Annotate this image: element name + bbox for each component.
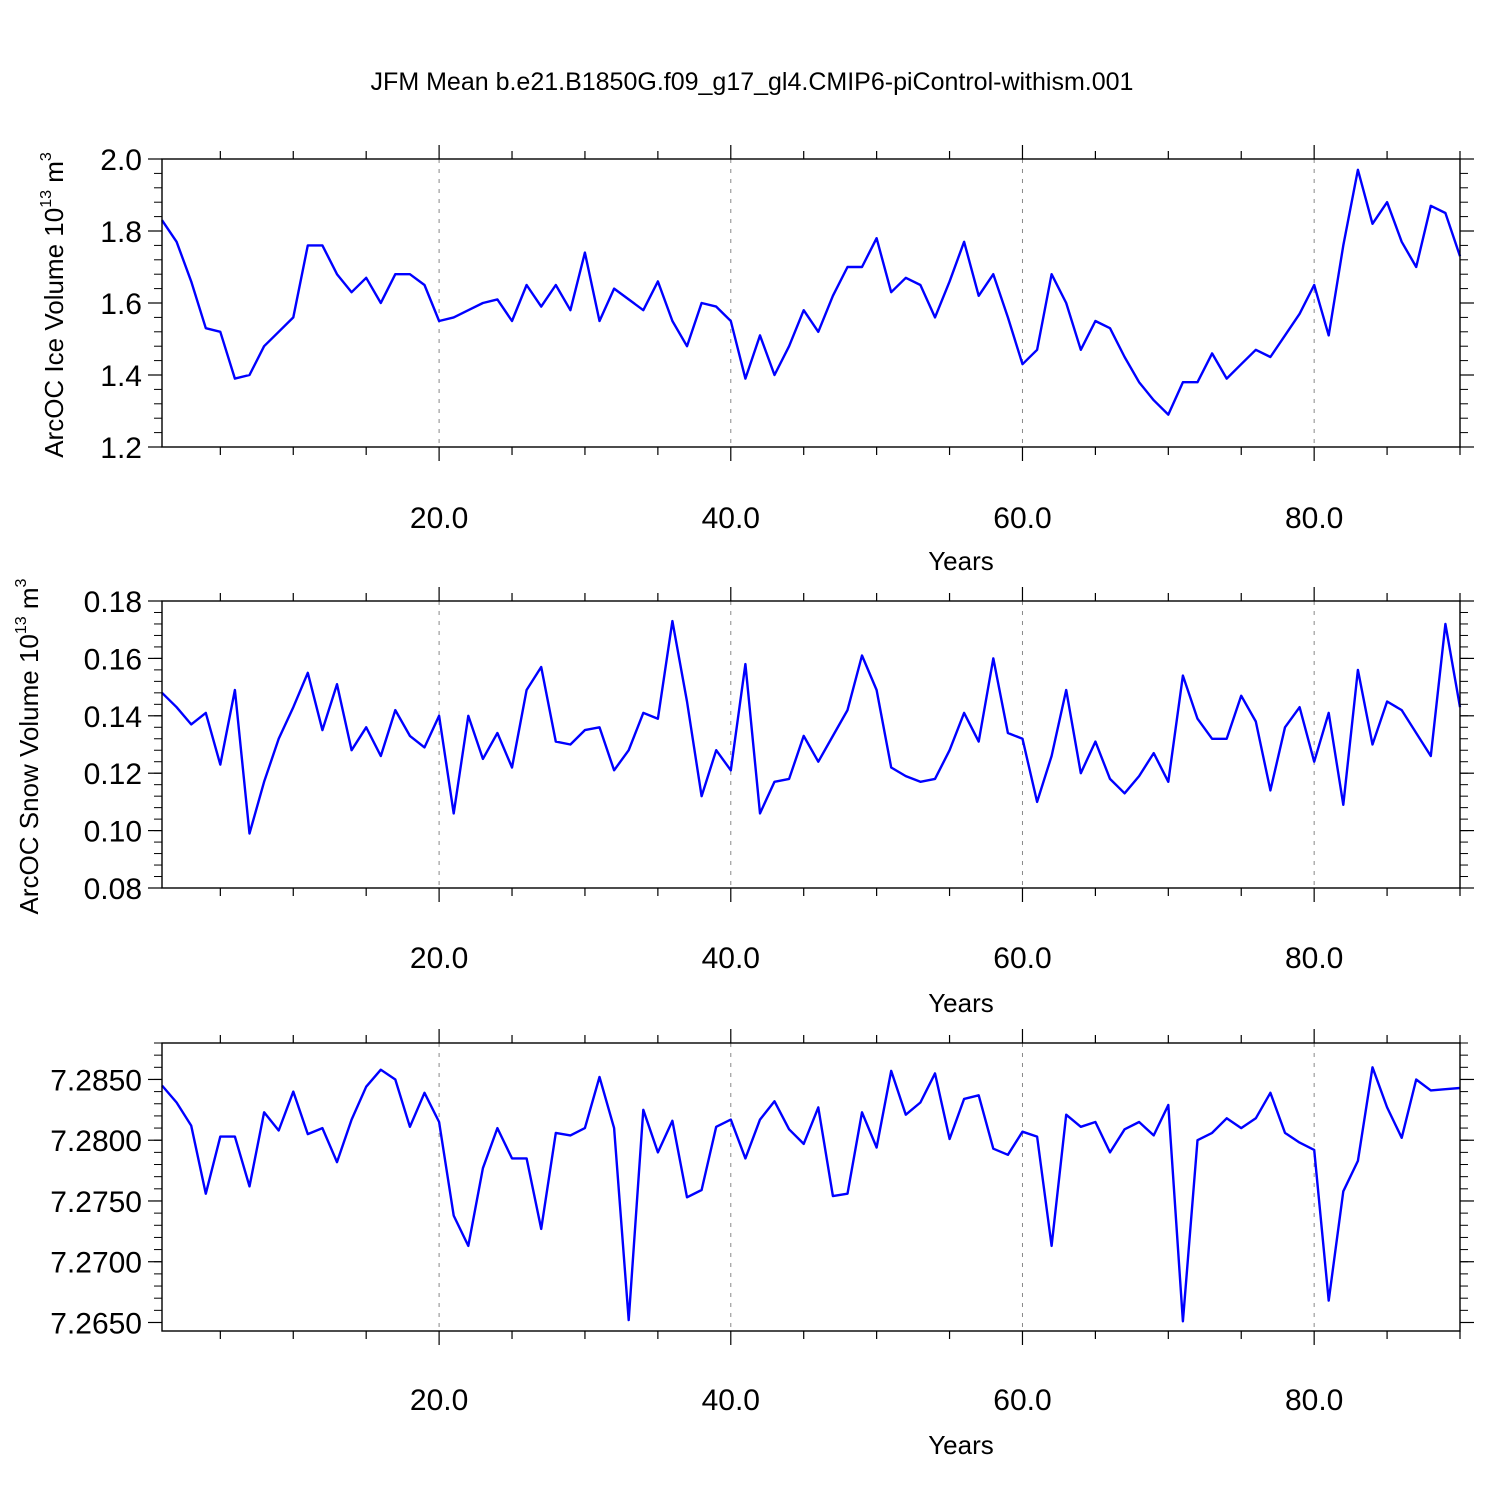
x-tick-label: 20.0: [410, 502, 468, 535]
y-tick-label: 1.2: [100, 432, 142, 465]
y-tick-label: 7.2650: [50, 1307, 142, 1340]
x-axis-label: Years: [928, 988, 994, 1018]
y-tick-label: 7.2700: [50, 1247, 142, 1280]
y-tick-label: 7.2800: [50, 1125, 142, 1158]
y-tick-label: 7.2750: [50, 1186, 142, 1219]
series-line: [161, 1066, 1461, 1323]
series-line: [161, 168, 1462, 416]
x-tick-label: 80.0: [1285, 942, 1343, 975]
x-tick-label: 20.0: [410, 942, 468, 975]
y-axis-label-unit: m: [14, 587, 44, 616]
x-tick-label: 80.0: [1285, 502, 1343, 535]
x-tick-label: 40.0: [702, 502, 760, 535]
series-line: [161, 619, 1462, 835]
x-tick-label: 60.0: [993, 942, 1051, 975]
y-axis-label: ArcOC Ice Volume 1013 m3: [38, 152, 69, 458]
panel-3: 7.2650 7.2700 7.2750 7.2800 7.2850 20.0 40.0 60…: [50, 1029, 1474, 1460]
y-axis-label-exponent: 13: [38, 190, 55, 208]
y-axis-label-unit: m: [39, 161, 69, 190]
y-tick-label: 0.16: [84, 643, 142, 676]
x-tick-label: 80.0: [1285, 1384, 1343, 1417]
y-tick-label: 7.2850: [50, 1064, 142, 1097]
x-tick-label: 20.0: [410, 1384, 468, 1417]
x-tick-label: 40.0: [702, 942, 760, 975]
y-tick-label: 1.6: [100, 288, 142, 321]
y-tick-label: 0.18: [84, 586, 142, 619]
plot-frame: [161, 600, 1461, 889]
panel-1: 1.2 1.4 1.6 1.8 2.0 20.0 40.0 60.0 80.0 Years ArcO…: [38, 144, 1474, 576]
y-axis-label-main: ArcOC Ice Volume 10: [39, 208, 69, 458]
y-axis-label-unit-exponent: 3: [13, 578, 30, 587]
y-axis-label-unit-exponent: 3: [38, 152, 55, 161]
x-tick-label: 60.0: [993, 1384, 1051, 1417]
y-axis-label-exponent: 13: [13, 616, 30, 634]
y-tick-label: 0.08: [84, 873, 142, 906]
panels: 1.2 1.4 1.6 1.8 2.0 20.0 40.0 60.0 80.0 Years ArcO…: [13, 144, 1474, 1460]
y-axis-label-main: ArcOC Snow Volume 10: [14, 634, 44, 914]
y-tick-label: 0.12: [84, 758, 142, 791]
x-axis-label: Years: [928, 546, 994, 576]
y-tick-label: 0.10: [84, 816, 142, 849]
y-tick-label: 1.4: [100, 360, 142, 393]
y-axis-label: ArcOC Snow Volume 1013 m3: [13, 578, 44, 914]
x-axis-label: Years: [928, 1430, 994, 1460]
x-tick-label: 40.0: [702, 1384, 760, 1417]
plot-frame: [161, 158, 1461, 448]
y-tick-label: 0.14: [84, 701, 142, 734]
figure-title: JFM Mean b.e21.B1850G.f09_g17_gl4.CMIP6-…: [371, 68, 1134, 96]
panel-2: 0.08 0.10 0.12 0.14 0.16 0.18 20.0 40.0 60.0 80.0…: [13, 578, 1474, 1018]
y-tick-label: 1.8: [100, 216, 142, 249]
plot-frame: [161, 1042, 1461, 1332]
x-tick-label: 60.0: [993, 502, 1051, 535]
y-tick-label: 2.0: [100, 144, 142, 177]
